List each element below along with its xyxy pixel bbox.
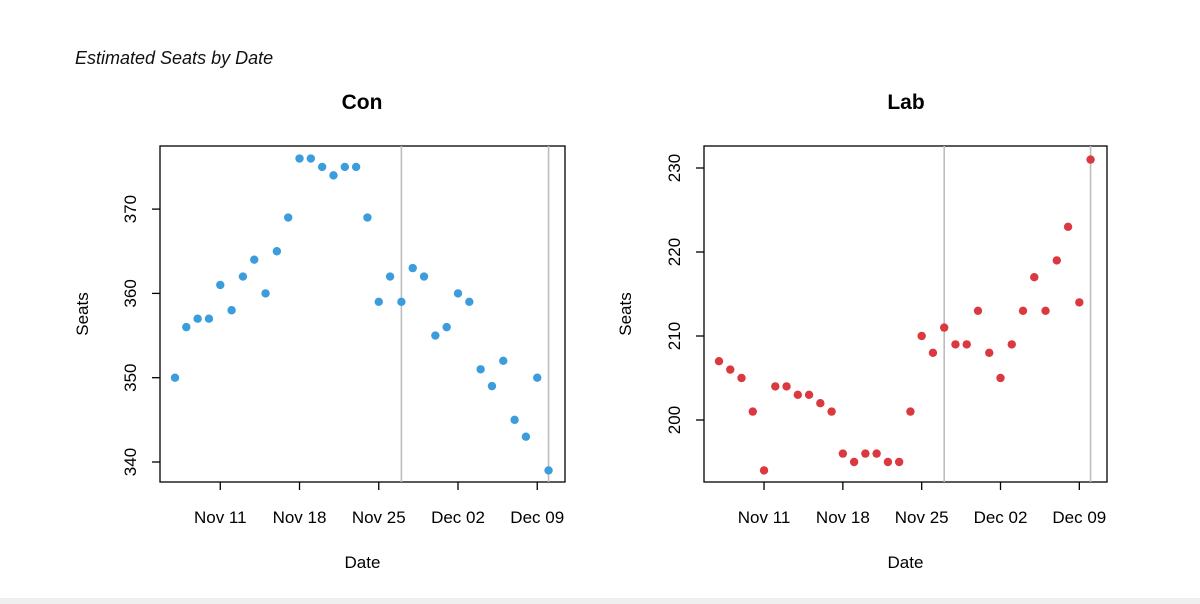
panel-lab-data-point: [771, 382, 780, 391]
panel-lab-y-tick-label: 210: [665, 322, 684, 350]
panel-con-data-point: [521, 432, 531, 441]
panel-con-y-axis-label: Seats: [73, 292, 92, 335]
panel-lab-data-point: [962, 340, 971, 349]
panel-lab-data-point: [872, 449, 881, 458]
panel-con-data-point: [487, 381, 497, 391]
panel-con-x-tick-label: Dec 02: [431, 508, 485, 527]
panel-lab-title: Lab: [887, 91, 924, 114]
panel-lab-data-point: [883, 457, 893, 467]
panel-lab-x-axis-label: Date: [888, 553, 924, 572]
panel-lab-data-point: [1018, 306, 1028, 315]
panel-con-y-tick-label: 360: [121, 279, 140, 307]
panel-lab-data-point: [1041, 306, 1050, 315]
panel-lab-data-point: [996, 373, 1005, 383]
panel-con-x-tick-label: Nov 18: [273, 508, 327, 527]
panel-lab-data-point: [1063, 222, 1073, 231]
panel-lab-data-point: [1052, 256, 1062, 265]
panel-con-x-tick-label: Nov 11: [194, 508, 247, 527]
panel-con-data-point: [465, 297, 474, 307]
panel-lab-data-point: [894, 457, 904, 467]
panel-lab-y-tick-label: 230: [665, 154, 684, 182]
panel-con-x-tick-label: Nov 25: [352, 508, 406, 527]
panel-con-data-point: [284, 213, 293, 222]
panel-lab-x-tick-label: Nov 25: [895, 508, 949, 527]
panel-con-data-point: [419, 272, 429, 281]
panel-con-data-point: [351, 162, 361, 172]
panel-con-data-point: [182, 322, 191, 332]
panel-lab-data-point: [917, 331, 926, 341]
panel-con-x-axis-label: Date: [345, 553, 381, 572]
panel-con-data-point: [170, 373, 180, 382]
panel-con-data-point: [385, 272, 395, 281]
panel-con-data-point: [329, 171, 338, 180]
panel-con-y-tick-label: 350: [121, 364, 140, 392]
panel-lab-data-point: [1030, 273, 1039, 282]
panel-con-data-point: [476, 365, 485, 374]
panel-con-data-point: [431, 331, 440, 340]
panel-con-data-point: [250, 255, 259, 264]
panel-con-data-point: [544, 466, 553, 475]
panel-con-data-point: [408, 263, 417, 273]
panel-con-data-point: [453, 289, 463, 298]
panel-lab-data-point: [793, 390, 803, 399]
bottom-edge-bar: [0, 598, 1200, 604]
panel-lab-data-point: [1007, 340, 1016, 349]
panel-lab-data-point: [827, 407, 836, 416]
panel-lab-data-point: [928, 348, 938, 357]
panel-lab-data-point: [804, 390, 814, 399]
panel-con-data-point: [193, 314, 202, 323]
panel-con-data-point: [317, 162, 327, 172]
panel-lab-data-point: [951, 340, 960, 349]
panel-con-data-point: [261, 289, 270, 298]
panel-lab-x-tick-label: Nov 11: [738, 508, 791, 527]
panel-lab-data-point: [1086, 155, 1095, 164]
panel-lab-data-point: [849, 457, 859, 467]
panel-lab-data-point: [782, 382, 791, 391]
panel-lab-data-point: [726, 365, 735, 374]
panel-con-y-tick-label: 370: [121, 195, 140, 223]
panel-con-data-point: [238, 272, 248, 281]
panel-lab-data-point: [838, 449, 848, 458]
panel-lab-x-tick-label: Dec 09: [1052, 508, 1106, 527]
panel-lab-y-tick-label: 200: [665, 406, 684, 434]
panel-con-data-point: [340, 162, 349, 172]
panel-lab-x-tick-label: Dec 02: [974, 508, 1028, 527]
panel-lab-data-point: [940, 323, 949, 332]
panel-lab-plot-box: [703, 145, 1108, 483]
panel-con-plot-box: [159, 145, 566, 483]
panel-con-data-point: [306, 154, 316, 163]
panel-con-data-point: [227, 306, 236, 315]
panel-con-data-point: [442, 322, 451, 332]
panel-lab-data-point: [759, 466, 769, 475]
panel-con-data-point: [363, 213, 372, 222]
panel-lab-data-point: [816, 399, 825, 408]
panel-lab-data-point: [737, 373, 746, 383]
panel-lab-data-point: [714, 357, 724, 366]
panel-lab-data-point: [906, 407, 915, 416]
panel-con-data-point: [374, 297, 383, 307]
figure-title: Estimated Seats by Date: [75, 48, 274, 68]
panel-con-title: Con: [342, 91, 383, 114]
panel-lab-data-point: [748, 407, 757, 416]
panel-con-data-point: [533, 373, 542, 382]
panel-con-data-point: [204, 314, 214, 323]
panel-con-data-point: [295, 154, 304, 163]
panel-con-data-point: [397, 297, 406, 307]
panel-lab-y-axis-label: Seats: [616, 292, 635, 335]
panel-lab-data-point: [1075, 298, 1084, 307]
panel-con-x-tick-label: Dec 09: [510, 508, 564, 527]
panel-lab-y-tick-label: 220: [665, 238, 684, 266]
panel-lab-data-point: [985, 348, 994, 357]
panel-lab-x-tick-label: Nov 18: [816, 508, 870, 527]
panel-lab-data-point: [861, 449, 870, 458]
panel-con-y-tick-label: 340: [121, 448, 140, 476]
panel-con-data-point: [510, 415, 519, 425]
panel-lab-data-point: [973, 306, 983, 315]
panel-con-data-point: [272, 247, 282, 256]
panel-con-data-point: [216, 280, 225, 290]
panel-con-data-point: [499, 356, 508, 366]
